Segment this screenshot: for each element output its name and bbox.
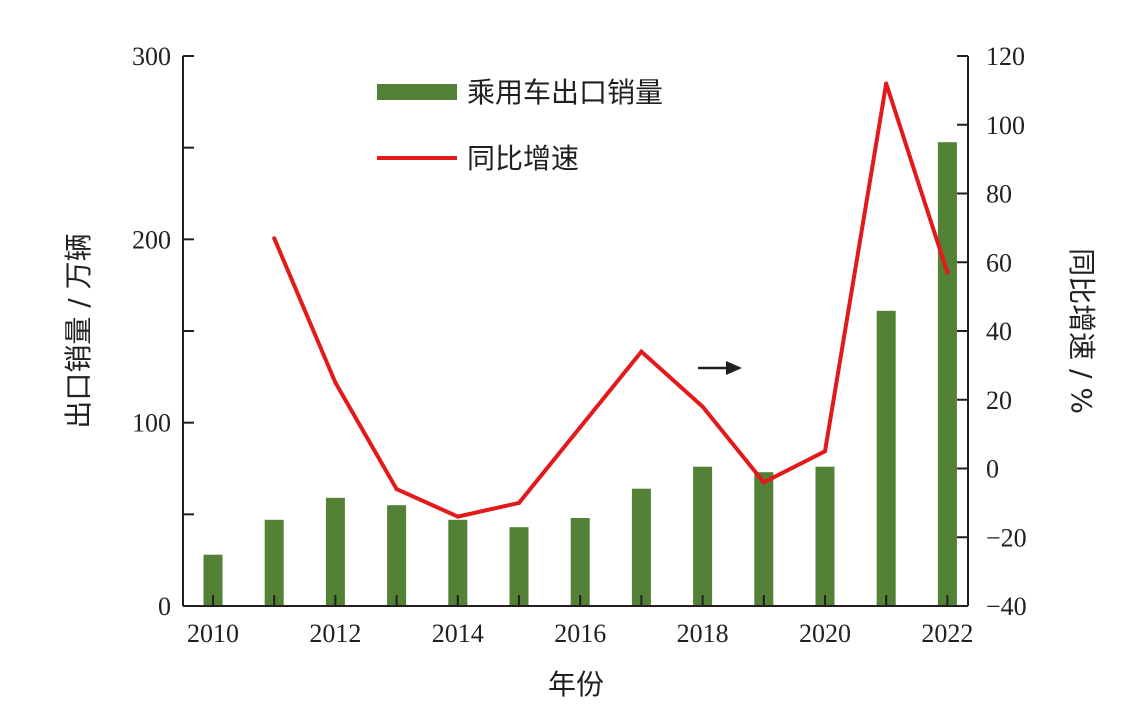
right-tick-label: −20 [986, 523, 1027, 552]
bar-2022 [937, 142, 957, 606]
x-tick-label: 2020 [799, 619, 851, 648]
x-tick-label: 2016 [554, 619, 606, 648]
bar-2013 [387, 505, 407, 606]
x-tick-label: 2012 [309, 619, 361, 648]
x-tick-label: 2022 [921, 619, 973, 648]
right-tick-label: 60 [986, 248, 1012, 277]
bar-2016 [570, 518, 590, 606]
growth-point-2022 [945, 270, 950, 275]
left-tick-label: 100 [132, 409, 171, 438]
growth-point-2016 [578, 425, 583, 430]
growth-rate-line [272, 82, 950, 519]
arrow-annotation [698, 361, 742, 375]
right-tick-label: −40 [986, 592, 1027, 621]
growth-point-2013 [394, 487, 399, 492]
bar-2018 [693, 466, 713, 606]
bar-2010 [203, 554, 223, 606]
bar-2017 [631, 488, 651, 606]
ticks-group: 0 100 200 300 −40 −20 0 20 40 60 80 100 120 2010 2012 2… [132, 42, 1027, 648]
bar-2015 [509, 527, 529, 606]
right-tick-label: 0 [986, 455, 999, 484]
left-tick-label: 300 [132, 42, 171, 71]
growth-point-2018 [700, 404, 705, 409]
x-tick-label: 2014 [432, 619, 484, 648]
legend: 乘用车出口销量 同比增速 [377, 76, 663, 175]
growth-point-2020 [823, 449, 827, 454]
growth-point-2017 [639, 349, 644, 354]
x-axis-title: 年份 [548, 668, 604, 701]
bars-group [203, 142, 957, 606]
arrow-head-icon [726, 361, 742, 375]
bar-2021 [876, 310, 896, 606]
growth-point-2014 [455, 514, 460, 519]
legend-line-label: 同比增速 [467, 142, 579, 175]
x-tick-label: 2010 [187, 619, 239, 648]
left-y-axis-title: 出口销量 / 万辆 [62, 233, 95, 428]
growth-point-2021 [884, 81, 889, 86]
right-tick-label: 40 [986, 317, 1012, 346]
right-tick-label: 120 [986, 42, 1025, 71]
x-tick-label: 2018 [677, 619, 729, 648]
legend-bar-label: 乘用车出口销量 [467, 76, 663, 109]
legend-bar-swatch [377, 84, 457, 100]
bar-2020 [815, 466, 835, 606]
growth-point-2019 [761, 480, 766, 485]
left-tick-label: 0 [158, 592, 171, 621]
growth-point-2011 [272, 236, 277, 241]
bar-2014 [448, 519, 468, 606]
bar-2012 [325, 497, 345, 606]
right-tick-label: 80 [986, 180, 1012, 209]
growth-point-2012 [333, 380, 338, 385]
right-tick-label: 100 [986, 111, 1025, 140]
growth-point-2015 [517, 500, 521, 505]
growth-line-group [272, 81, 950, 519]
right-tick-label: 20 [986, 386, 1012, 415]
left-tick-label: 200 [132, 225, 171, 254]
right-y-axis-title: 同比增速 / % [1065, 248, 1098, 414]
bar-2019 [754, 472, 774, 606]
bar-2011 [264, 519, 284, 606]
